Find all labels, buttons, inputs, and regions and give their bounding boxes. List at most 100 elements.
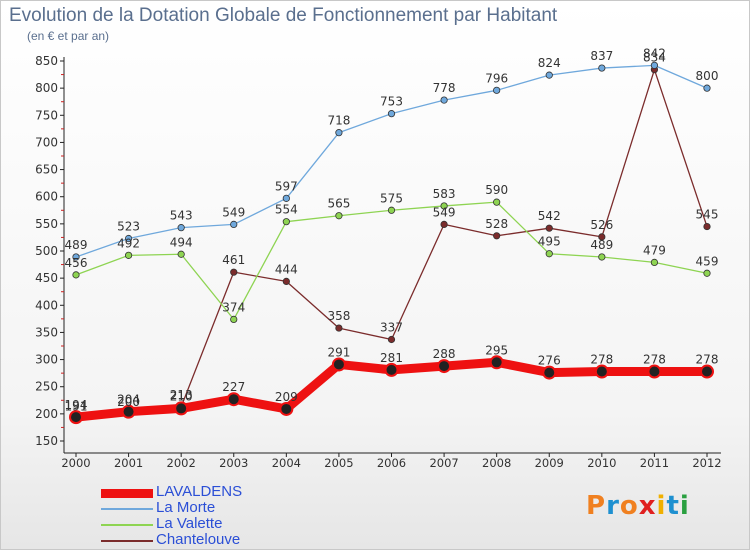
x-tick-label: 2006 [377,456,406,470]
legend-label: Chantelouve [156,531,241,548]
legend-label: La Valette [156,515,223,532]
data-label-chantelouve: 213 [170,388,193,402]
data-point-la-morte [230,220,238,228]
logo-letter: i [656,491,667,521]
data-label-la-morte: 489 [65,238,88,252]
data-label-lavaldens: 210 [170,389,193,403]
data-point-chantelouve [387,335,396,344]
data-point-la-morte [598,64,606,72]
logo-letter: x [638,491,657,521]
data-label-la-valette: 456 [65,256,88,270]
data-label-chantelouve: 528 [485,217,508,231]
data-label-la-morte: 800 [696,69,719,83]
data-point-la-valette [493,198,501,206]
x-tick-label: 2010 [587,456,616,470]
x-tick-label: 2011 [640,456,669,470]
data-point-lavaldens [437,359,452,374]
data-label-lavaldens: 227 [222,380,245,394]
data-label-la-valette: 554 [275,203,298,217]
data-label-la-valette: 494 [170,235,193,249]
data-point-la-morte [493,86,501,94]
data-label-la-morte: 543 [170,209,193,223]
data-label-lavaldens: 276 [538,354,561,368]
data-label-lavaldens: 278 [590,353,613,367]
logo-letter: i [679,491,690,521]
data-point-la-morte [124,234,133,243]
y-tick-label: 250 [35,380,58,394]
data-label-chantelouve: 549 [433,205,456,219]
data-label-lavaldens: 209 [275,390,298,404]
data-label-la-valette: 575 [380,191,403,205]
data-point-chantelouve [493,232,501,240]
data-point-la-valette [72,271,80,279]
x-tick-label: 2009 [535,456,564,470]
x-tick-label: 2002 [167,456,196,470]
data-point-la-valette [703,269,711,277]
data-label-la-morte: 796 [485,71,508,85]
data-point-lavaldens [279,401,294,416]
data-label-chantelouve: 834 [643,51,666,65]
data-label-chantelouve: 461 [222,253,245,267]
legend-item: La Valette [101,515,301,533]
y-tick-label: 550 [35,217,58,231]
x-tick-label: 2012 [692,456,721,470]
chart-legend: LAVALDENS La Morte La Valette Chantelouve [101,483,301,549]
data-point-la-morte [387,110,396,118]
data-label-la-valette: 479 [643,243,666,257]
data-label-la-valette: 459 [696,254,719,268]
legend-swatch [101,524,153,526]
x-tick-label: 2008 [482,456,511,470]
data-label-lavaldens: 204 [117,393,140,407]
logo-letter: t [666,491,680,521]
y-tick-label: 750 [35,108,58,122]
data-label-la-morte: 549 [222,205,245,219]
logo-letter: P [586,491,607,521]
data-point-la-morte [72,253,80,261]
x-tick-label: 2001 [114,456,143,470]
data-point-la-morte [703,84,711,92]
data-point-chantelouve [282,277,290,285]
data-label-chantelouve: 542 [538,209,561,223]
data-point-la-morte [650,61,659,69]
y-tick-label: 350 [35,325,58,339]
data-point-lavaldens [542,365,557,380]
data-point-chantelouve [598,233,606,241]
y-tick-label: 800 [35,81,58,95]
chart-title: Evolution de la Dotation Globale de Fonc… [9,5,558,26]
y-tick-label: 600 [35,190,58,204]
data-label-la-valette: 374 [222,300,245,314]
data-label-lavaldens: 295 [485,343,508,357]
data-label-lavaldens: 278 [696,353,719,367]
proxiti-logo: Proxiti [586,491,690,521]
legend-item: Chantelouve [101,531,301,549]
data-label-lavaldens: 288 [433,347,456,361]
data-point-chantelouve [335,324,343,332]
y-tick-label: 850 [35,54,58,68]
data-point-lavaldens [69,410,83,425]
data-point-la-morte [282,194,290,202]
data-point-lavaldens [331,357,346,372]
data-point-chantelouve [230,268,238,276]
data-point-la-valette [440,202,448,210]
y-tick-label: 200 [35,407,58,421]
data-point-lavaldens [647,364,662,379]
legend-item: LAVALDENS [101,483,301,501]
logo-letter: r [606,491,620,521]
legend-swatch [101,540,153,542]
legend-swatch [101,508,153,510]
data-point-lavaldens [174,401,189,416]
data-point-la-valette [545,250,553,258]
x-tick-label: 2005 [324,456,353,470]
x-tick-label: 2004 [272,456,301,470]
data-label-la-morte: 837 [590,49,613,63]
data-label-lavaldens: 281 [380,351,403,365]
logo-letter: o [619,491,639,521]
data-label-la-morte: 778 [433,81,456,95]
x-tick-label: 2003 [219,456,248,470]
legend-item: La Morte [101,499,301,517]
data-label-chantelouve: 526 [590,218,613,232]
data-label-la-valette: 565 [327,197,350,211]
legend-label: LAVALDENS [156,483,243,500]
